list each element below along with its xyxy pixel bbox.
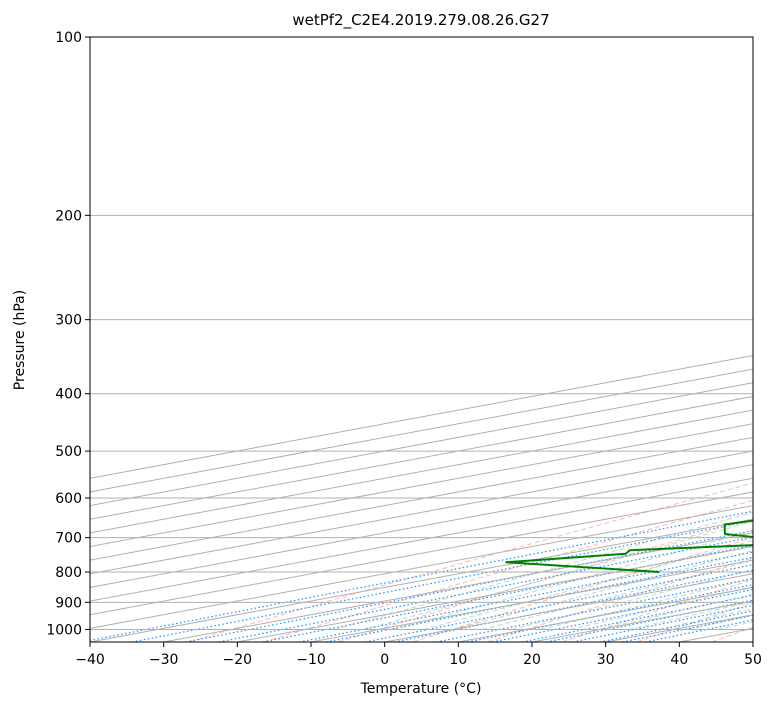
isotherm-line	[90, 436, 753, 561]
series-line-1	[505, 519, 753, 573]
moist-adiabat	[717, 621, 753, 630]
x-tick-label: −20	[223, 652, 253, 668]
mixing-ratio-line	[521, 594, 753, 642]
dry-adiabat	[338, 518, 753, 642]
y-tick-label: 600	[55, 491, 82, 507]
isotherm-line	[90, 518, 753, 642]
isotherm-line	[90, 464, 753, 588]
grid-layer	[90, 37, 753, 642]
moist-adiabat	[511, 569, 753, 630]
moist-adiabat	[393, 530, 753, 630]
x-tick-label: 30	[597, 652, 615, 668]
x-tick-label: 10	[449, 652, 467, 668]
mixing-ratio-line	[185, 530, 753, 642]
background-layer	[90, 482, 753, 642]
x-tick-label: −40	[75, 652, 105, 668]
isotherm-line	[90, 505, 753, 629]
dry-adiabat	[188, 482, 753, 642]
mixing-ratio-line	[492, 588, 753, 642]
moist-adiabat	[363, 520, 753, 630]
x-tick-label: −30	[149, 652, 179, 668]
series-layer	[505, 519, 753, 573]
tick-layer: −40 −30 −20 −10 0 10 20 30 40 50 100 200 300 400 500 60…	[46, 30, 762, 668]
x-tick-label: 0	[380, 652, 389, 668]
isotherm-line	[90, 409, 753, 534]
y-tick-label: 700	[55, 531, 82, 547]
dry-adiabat	[711, 626, 753, 642]
x-axis-label: Temperature (°C)	[360, 681, 482, 697]
isotherm-line	[90, 491, 753, 616]
mixing-ratio-line	[218, 536, 753, 642]
y-tick-label: 300	[55, 313, 82, 329]
isotherm-line	[163, 532, 753, 642]
y-tick-label: 100	[55, 30, 82, 46]
x-tick-label: 40	[670, 652, 688, 668]
y-axis-label: Pressure (hPa)	[12, 290, 28, 390]
mixing-ratio-line	[262, 544, 753, 642]
x-tick-label: 20	[523, 652, 541, 668]
isotherm-line	[90, 450, 753, 575]
y-tick-label: 1000	[46, 622, 82, 638]
y-tick-label: 800	[55, 565, 82, 581]
dry-adiabat	[412, 537, 753, 642]
isotherm-line	[90, 395, 753, 520]
plot-frame	[89, 36, 754, 643]
moist-adiabat	[334, 511, 753, 630]
isotherm-line	[90, 355, 753, 479]
x-tick-label: 50	[744, 652, 762, 668]
dry-adiabat	[263, 499, 753, 642]
moist-adiabat	[422, 540, 753, 630]
y-tick-label: 900	[55, 595, 82, 611]
isotherm-line	[90, 382, 753, 507]
y-tick-label: 200	[55, 208, 82, 224]
moist-adiabat	[570, 586, 753, 630]
moist-adiabat	[452, 550, 753, 630]
y-tick-label: 400	[55, 387, 82, 403]
x-tick-label: −10	[296, 652, 326, 668]
isotherm-line	[752, 641, 753, 642]
chart-title: wetPf2_C2E4.2019.279.08.26.G27	[292, 11, 549, 30]
dry-adiabat	[487, 557, 753, 642]
mixing-ratio-line	[131, 519, 753, 642]
isotherm-line	[90, 477, 753, 602]
isotherm-line	[90, 423, 753, 548]
isotherm-line	[90, 368, 753, 493]
y-tick-label: 500	[55, 444, 82, 460]
mixing-ratio-line	[467, 583, 753, 642]
dry-adiabat	[562, 578, 753, 642]
